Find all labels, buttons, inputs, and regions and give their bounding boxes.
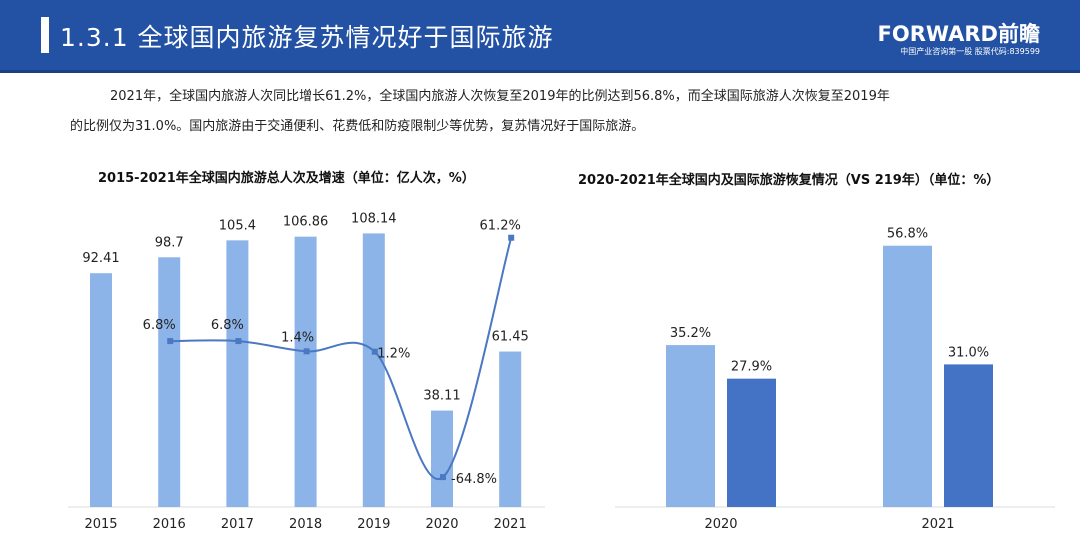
growth-point-2018 — [303, 348, 310, 355]
x-tick-label: 2019 — [357, 517, 390, 532]
paragraph-line-2: 的比例仅为31.0%。国内旅游由于交通便利、花费低和防疫限制少等优势，复苏情况好… — [70, 119, 645, 134]
bar-label: 98.7 — [155, 235, 184, 250]
bar-国内-2021 — [883, 245, 932, 507]
growth-point-2019 — [371, 348, 378, 355]
paragraph-line-1: 2021年，全球国内旅游人次同比增长61.2%，全球国内旅游人次恢复至2019年… — [110, 89, 890, 104]
chart-title-left: 2015-2021年全球国内旅游总人次及增速（单位：亿人次，%） — [98, 171, 475, 186]
growth-point-2017 — [235, 338, 242, 345]
growth-label: -64.8% — [451, 472, 497, 487]
x-tick-label: 2017 — [221, 517, 254, 532]
page-title: 1.3.1 全球国内旅游复苏情况好于国际旅游 — [60, 23, 554, 52]
growth-line — [170, 237, 513, 481]
growth-label: 1.4% — [281, 330, 314, 345]
x-tick-label: 2021 — [921, 517, 954, 532]
bar-2017 — [226, 240, 249, 507]
bar-label: 35.2% — [670, 326, 711, 341]
growth-point-2021 — [508, 234, 515, 241]
chart-title-right: 2020-2021年全球国内及国际旅游恢复情况（VS 219年）（单位：%） — [578, 173, 1000, 188]
bar-label: 31.0% — [948, 345, 989, 360]
title-accent — [41, 17, 49, 53]
growth-label: 61.2% — [480, 219, 521, 234]
bar-2019 — [362, 233, 385, 507]
bar-label: 38.11 — [423, 389, 460, 404]
x-tick-label: 2021 — [494, 517, 527, 532]
x-tick-label: 2016 — [153, 517, 186, 532]
bar-2015 — [90, 273, 112, 507]
bar-label: 61.45 — [492, 330, 529, 345]
bar-label: 105.4 — [219, 218, 256, 233]
growth-point-2016 — [167, 338, 174, 345]
x-tick-label: 2018 — [289, 517, 322, 532]
bar-2018 — [294, 236, 317, 507]
bar-label: 56.8% — [887, 227, 928, 242]
bar-2016 — [158, 257, 181, 507]
x-tick-label: 2020 — [704, 517, 737, 532]
logo: FORWARD前瞻 — [877, 22, 1040, 46]
logo-subtitle: 中国产业咨询第一股 股票代码:839599 — [900, 47, 1040, 56]
growth-point-2020 — [440, 474, 446, 481]
bar-国际-2020 — [727, 378, 776, 507]
header-banner: 1.3.1 全球国内旅游复苏情况好于国际旅游 FORWARD前瞻 中国产业咨询第… — [0, 0, 1080, 73]
bar-label: 108.14 — [351, 211, 397, 226]
bar-国内-2020 — [666, 345, 715, 507]
bar-2021 — [499, 351, 522, 507]
bar-国际-2021 — [944, 364, 993, 507]
bar-label: 27.9% — [731, 360, 772, 375]
bar-label: 92.41 — [82, 251, 119, 266]
x-tick-label: 2015 — [84, 517, 117, 532]
bar-2020 — [431, 410, 453, 507]
growth-label: 6.8% — [211, 318, 244, 333]
x-tick-label: 2020 — [425, 517, 458, 532]
growth-label: 6.8% — [143, 318, 176, 333]
growth-label: 1.2% — [377, 347, 410, 362]
bar-label: 106.86 — [283, 215, 329, 230]
